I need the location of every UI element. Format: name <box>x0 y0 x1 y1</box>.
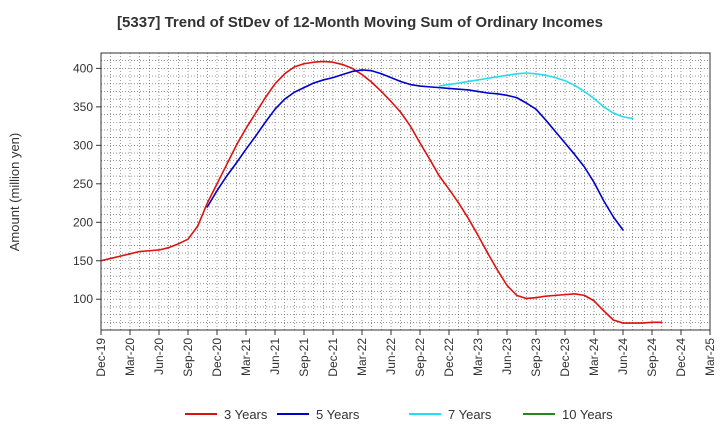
x-tick-label: Jun-23 <box>500 338 514 375</box>
x-tick-label: Sep-24 <box>645 338 659 377</box>
x-tick-label: Mar-23 <box>471 338 485 376</box>
legend-label: 7 Years <box>448 407 492 422</box>
x-tick-label: Jun-21 <box>268 338 282 375</box>
y-tick-label: 150 <box>73 254 93 268</box>
y-tick-label: 200 <box>73 215 93 229</box>
x-tick-label: Mar-25 <box>703 338 717 376</box>
y-axis-label: Amount (million yen) <box>7 133 22 252</box>
y-tick-label: 300 <box>73 138 93 152</box>
legend-label: 5 Years <box>316 407 360 422</box>
x-tick-label: Dec-24 <box>674 338 688 377</box>
x-tick-label: Dec-22 <box>442 338 456 377</box>
x-tick-label: Sep-22 <box>413 338 427 377</box>
y-tick-label: 100 <box>73 292 93 306</box>
x-tick-label: Jun-20 <box>152 338 166 375</box>
y-tick-label: 350 <box>73 100 93 114</box>
legend-label: 10 Years <box>562 407 613 422</box>
x-tick-label: Dec-21 <box>326 338 340 377</box>
grid-lines <box>101 53 710 330</box>
x-axis-ticks: Dec-19 Mar-20 Jun-20 Sep-20 Dec-20 Mar-21 Jun-… <box>94 330 717 377</box>
series-line-3-years <box>100 60 663 324</box>
series-lines <box>100 60 663 324</box>
x-tick-label: Jun-24 <box>616 338 630 375</box>
plot-frame <box>100 52 711 331</box>
y-tick-label: 250 <box>73 177 93 191</box>
x-tick-label: Sep-23 <box>529 338 543 377</box>
x-tick-label: Sep-20 <box>181 338 195 377</box>
x-tick-label: Mar-21 <box>239 338 253 376</box>
x-tick-label: Mar-24 <box>587 338 601 376</box>
x-tick-label: Sep-21 <box>297 338 311 377</box>
series-line-7-years <box>438 72 634 120</box>
legend-label: 3 Years <box>224 407 268 422</box>
x-tick-label: Mar-22 <box>355 338 369 376</box>
plot-area <box>101 53 710 330</box>
x-tick-label: Mar-20 <box>123 338 137 376</box>
y-tick-label: 400 <box>73 61 93 75</box>
y-axis-ticks: 100 150 200 250 300 350 400 <box>73 61 101 306</box>
x-tick-label: Dec-20 <box>210 338 224 377</box>
x-tick-label: Dec-19 <box>94 338 108 377</box>
series-line-5-years <box>206 69 624 231</box>
legend: 3 Years 5 Years 7 Years 10 Years <box>185 407 613 422</box>
x-tick-label: Dec-23 <box>558 338 572 377</box>
x-tick-label: Jun-22 <box>384 338 398 375</box>
chart-title: [5337] Trend of StDev of 12-Month Moving… <box>117 14 603 31</box>
